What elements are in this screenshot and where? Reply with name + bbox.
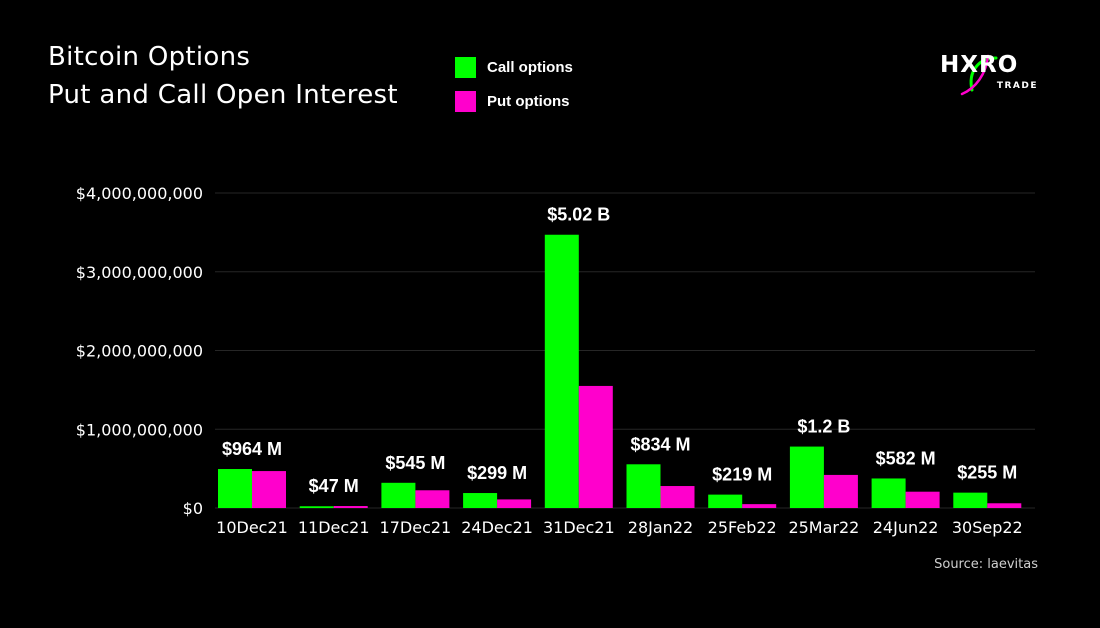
bar-call-10Dec21 [218,469,252,508]
data-label-24Dec21: $299 M [467,463,527,483]
source-note: Source: laevitas [934,557,1038,572]
data-label-31Dec21: $5.02 B [547,205,610,225]
bar-call-31Dec21 [544,234,579,509]
legend-item-call: Call options [455,50,573,84]
y-tick-label: $1,000,000,000 [76,420,203,439]
bar-call-17Dec21 [381,482,416,508]
data-label-11Dec21: $47 M [309,476,359,496]
y-tick-label: $3,000,000,000 [76,263,203,282]
bar-call-24Dec21 [463,493,498,508]
data-label-24Jun22: $582 M [876,448,936,468]
x-tick-label-24Dec21: 24Dec21 [461,518,533,537]
x-tick-label-28Jan22: 28Jan22 [628,518,693,537]
bar-put-11Dec21 [333,506,368,508]
data-label-30Sep22: $255 M [957,463,1017,483]
bar-call-30Sep22 [953,492,988,508]
logo-x-mark [960,54,998,96]
legend-label-put: Put options [487,92,570,110]
x-tick-label-17Dec21: 17Dec21 [380,518,452,537]
legend-swatch-put [455,90,476,112]
legend: Call options Put options [455,50,573,118]
bar-put-10Dec21 [252,471,286,508]
bar-call-28Jan22 [626,464,661,508]
x-tick-label-31Dec21: 31Dec21 [543,518,615,537]
bar-put-31Dec21 [578,385,613,508]
data-label-28Jan22: $834 M [630,434,690,454]
y-tick-label: $4,000,000,000 [76,184,203,203]
bar-call-25Mar22 [789,446,824,508]
bar-call-24Jun22 [871,478,906,508]
x-tick-label-25Mar22: 25Mar22 [788,518,859,537]
logo-wordmark: HXRO [940,52,1019,78]
chart-title-line1: Bitcoin Options [48,42,251,72]
bar-put-24Dec21 [497,499,532,508]
y-tick-label: $2,000,000,000 [76,342,203,361]
bar-call-11Dec21 [299,506,334,508]
y-tick-label: $0 [183,499,203,518]
bar-put-24Jun22 [905,491,940,508]
legend-label-call: Call options [487,58,573,76]
x-tick-label-30Sep22: 30Sep22 [952,518,1023,537]
bar-put-28Jan22 [660,486,695,508]
bar-call-25Feb22 [708,494,743,508]
legend-item-put: Put options [455,84,573,118]
data-label-25Feb22: $219 M [712,465,772,485]
chart-title: Bitcoin Options Put and Call Open Intere… [48,38,398,114]
logo-subtext: TRADE [996,81,1038,91]
data-label-17Dec21: $545 M [385,453,445,473]
bar-put-25Mar22 [823,474,858,508]
bar-put-17Dec21 [415,490,450,508]
x-tick-label-25Feb22: 25Feb22 [708,518,777,537]
bar-put-25Feb22 [742,504,777,508]
data-label-10Dec21: $964 M [222,439,282,459]
legend-swatch-call [455,56,476,78]
hxro-logo: HXRO TRADE [938,52,1042,100]
x-tick-label-11Dec21: 11Dec21 [298,518,370,537]
bar-put-30Sep22 [987,503,1022,508]
x-tick-label-24Jun22: 24Jun22 [873,518,939,537]
x-tick-label-10Dec21: 10Dec21 [216,518,288,537]
chart-title-line2: Put and Call Open Interest [48,80,398,110]
data-label-25Mar22: $1.2 B [797,417,850,437]
